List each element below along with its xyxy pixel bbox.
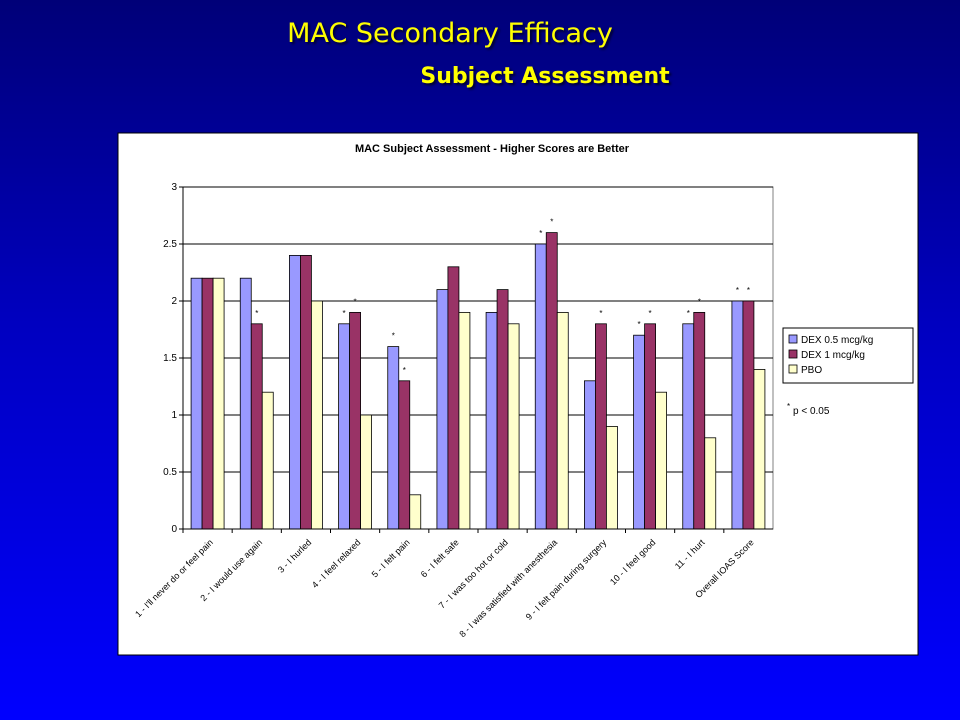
bars: * * * * * * * * * * * * * *: [190, 218, 766, 530]
legend-label: PBO: [801, 365, 822, 376]
bar: [693, 311, 706, 530]
bar: [447, 266, 460, 530]
significance-marker: *: [403, 366, 406, 375]
bar: [534, 243, 547, 530]
bar: [250, 323, 263, 530]
significance-marker: *: [736, 286, 739, 295]
legend-box: [782, 327, 914, 384]
bar: [545, 232, 558, 530]
bar: [300, 254, 312, 530]
footnote-text: p < 0.05: [793, 406, 830, 417]
bar: [289, 254, 301, 530]
bar: [496, 289, 509, 530]
significance-marker: *: [354, 297, 357, 306]
bar: [595, 323, 607, 530]
bar: [436, 289, 449, 530]
legend: DEX 0.5 mcg/kg DEX 1 mcg/kg PBO: [782, 327, 914, 384]
bar: [704, 437, 717, 530]
legend-swatch: [788, 334, 798, 344]
significance-marker: *: [550, 218, 553, 227]
footnote-marker: *: [787, 402, 790, 411]
significance-marker: *: [638, 320, 641, 329]
y-tick-label: 3: [171, 182, 177, 193]
bar: [584, 380, 596, 530]
slide-title: MAC Secondary Efficacy: [287, 18, 613, 49]
bar: [682, 323, 695, 530]
y-tick-label: 0.5: [163, 467, 177, 478]
significance-marker: *: [392, 332, 395, 341]
bar: [398, 380, 411, 530]
y-tick-label: 1.5: [163, 353, 177, 364]
bar: [633, 334, 645, 530]
significance-marker: *: [599, 309, 602, 318]
significance-marker: *: [687, 309, 690, 318]
bar: [349, 311, 361, 530]
bar: [485, 311, 498, 530]
bar: [655, 391, 667, 530]
gridlines: [183, 186, 773, 473]
legend-swatch: [788, 349, 798, 359]
bar: [311, 300, 323, 530]
bar: [387, 346, 400, 530]
legend-swatch: [788, 364, 798, 374]
chart-title: MAC Subject Assessment - Higher Scores a…: [355, 143, 630, 155]
bar: [212, 277, 225, 530]
significance-marker: *: [649, 309, 652, 318]
bar: [239, 277, 252, 530]
y-tick-label: 2.5: [163, 239, 177, 250]
significance-marker: *: [343, 309, 346, 318]
bar: [644, 323, 656, 530]
y-tick-label: 0: [171, 524, 177, 535]
legend-label: DEX 1 mcg/kg: [801, 350, 865, 361]
significance-marker: *: [255, 309, 258, 318]
slide-subtitle: Subject Assessment: [420, 64, 670, 89]
significance-marker: *: [539, 229, 542, 238]
bar: [261, 391, 274, 530]
bar: [556, 311, 569, 530]
bar: [507, 323, 520, 530]
y-tick-label: 1: [171, 410, 177, 421]
bar: [458, 311, 471, 530]
significance-marker: *: [698, 297, 701, 306]
bar: [360, 414, 372, 530]
bar: [731, 300, 744, 530]
y-tick-label: 2: [171, 296, 177, 307]
bar: [201, 277, 214, 530]
bar: [190, 277, 203, 530]
bar: [338, 323, 350, 530]
legend-label: DEX 0.5 mcg/kg: [801, 335, 873, 346]
bar: [606, 425, 618, 530]
bar: [753, 368, 766, 530]
bar: [742, 300, 755, 530]
significance-footnote: * p < 0.05: [787, 402, 830, 417]
bar: [409, 494, 422, 530]
significance-marker: *: [747, 286, 750, 295]
